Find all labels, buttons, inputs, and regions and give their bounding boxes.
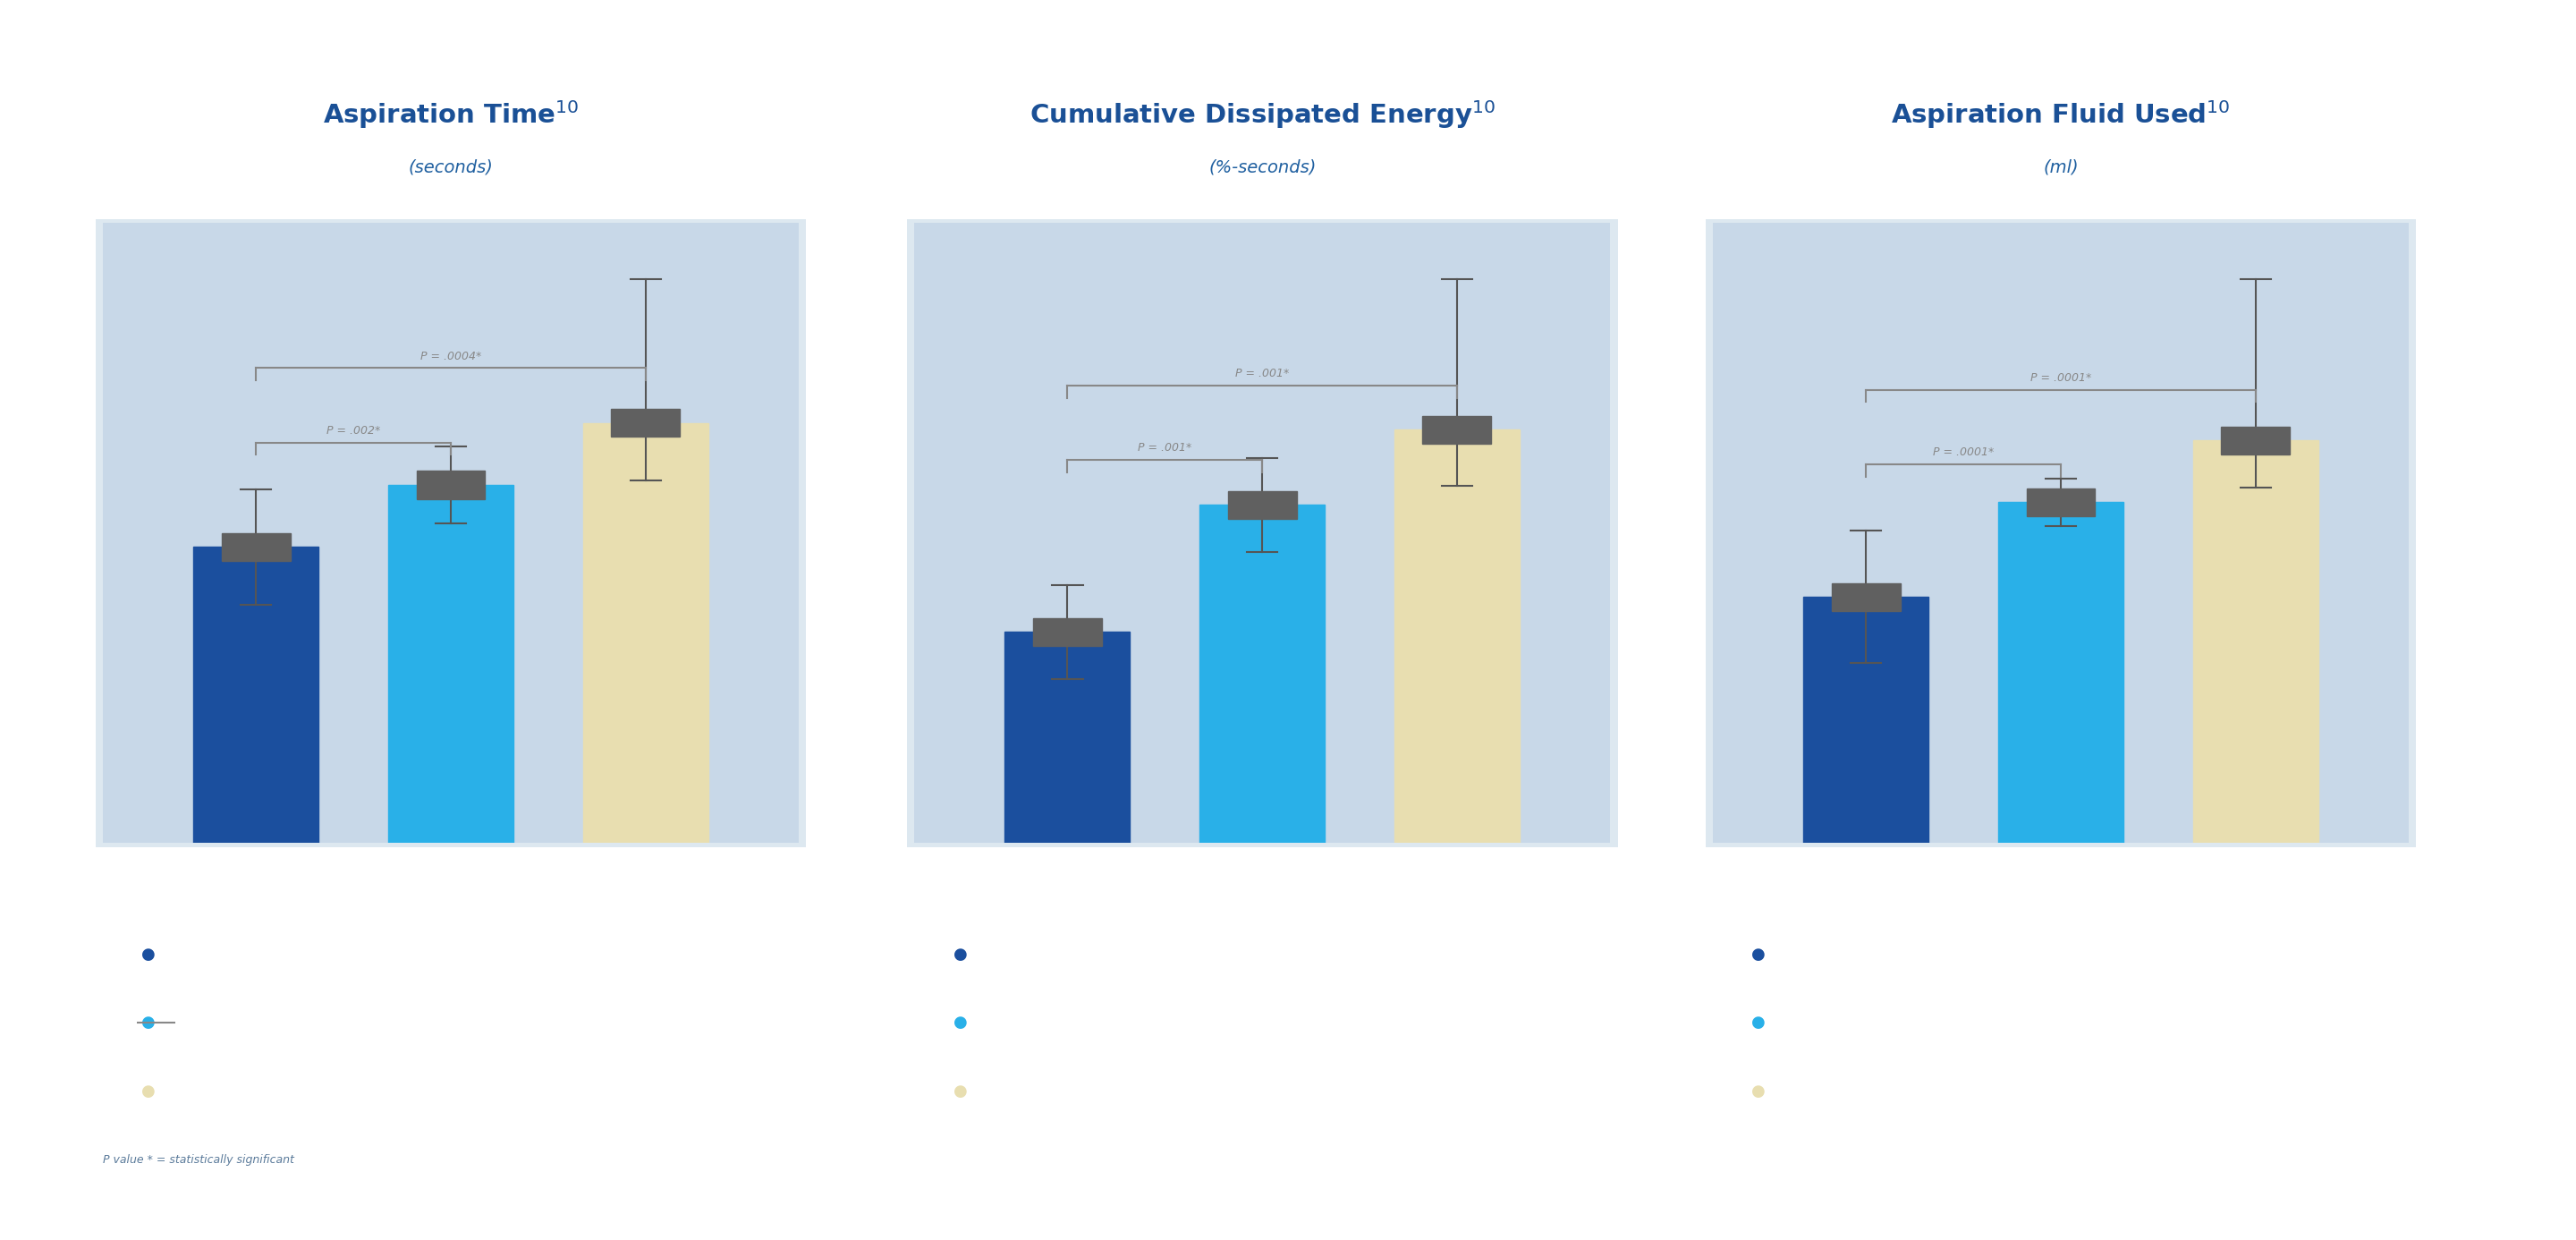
Bar [193, 547, 319, 843]
Bar [1005, 632, 1131, 843]
Text: ●: ● [1752, 947, 1765, 962]
Bar [611, 409, 680, 436]
Text: ●: ● [142, 1084, 155, 1099]
Bar [1999, 502, 2123, 843]
Text: P value * = statistically significant: P value * = statistically significant [103, 1154, 294, 1166]
Bar [389, 485, 513, 843]
Bar [222, 533, 291, 560]
Text: P = .002*: P = .002* [327, 424, 381, 436]
Bar [2027, 489, 2094, 516]
Text: ●: ● [1752, 1084, 1765, 1099]
Bar [1803, 596, 1929, 843]
Text: Aspiration Time$^{10}$: Aspiration Time$^{10}$ [322, 98, 580, 130]
Text: ●: ● [953, 947, 966, 962]
Bar [2192, 440, 2318, 843]
Bar [1033, 618, 1103, 646]
Text: P = .001*: P = .001* [1139, 443, 1193, 454]
Text: (seconds): (seconds) [410, 159, 492, 176]
Bar [1422, 415, 1492, 444]
Bar [417, 471, 484, 498]
Bar [1832, 583, 1901, 611]
Text: (%-seconds): (%-seconds) [1208, 159, 1316, 176]
Text: P = .0001*: P = .0001* [2030, 372, 2092, 383]
Bar [1200, 505, 1324, 843]
Text: ●: ● [953, 1084, 966, 1099]
Text: Aspiration Fluid Used$^{10}$: Aspiration Fluid Used$^{10}$ [1891, 98, 2231, 130]
Bar [1394, 430, 1520, 843]
Bar [1229, 491, 1296, 520]
Text: ●: ● [1752, 1016, 1765, 1030]
Text: ●: ● [953, 1016, 966, 1030]
Text: ●: ● [142, 947, 155, 962]
Text: P = .001*: P = .001* [1236, 368, 1288, 379]
Bar [582, 423, 708, 843]
Text: P = .0004*: P = .0004* [420, 350, 482, 362]
Text: Cumulative Dissipated Energy$^{10}$: Cumulative Dissipated Energy$^{10}$ [1030, 98, 1494, 130]
Text: ●: ● [142, 1016, 155, 1030]
Text: (ml): (ml) [2043, 159, 2079, 176]
Text: P = .0001*: P = .0001* [1932, 446, 1994, 458]
Bar [2221, 427, 2290, 455]
